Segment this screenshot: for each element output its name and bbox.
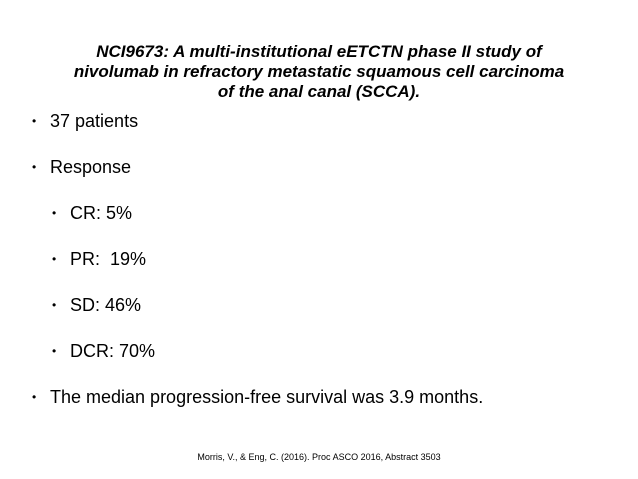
sub-bullet-sd-text: SD: 46% — [70, 293, 141, 317]
title-line-3: of the anal canal (SCCA). — [30, 82, 608, 102]
bullet-icon: • — [52, 293, 70, 317]
bullet-response: • Response — [32, 155, 131, 179]
sub-bullet-pr: • PR: 19% — [52, 247, 146, 271]
sub-bullet-pr-text: PR: 19% — [70, 247, 146, 271]
bullet-pfs: • The median progression-free survival w… — [32, 385, 483, 409]
bullet-icon: • — [32, 109, 50, 133]
sub-bullet-dcr-text: DCR: 70% — [70, 339, 155, 363]
slide-title: NCI9673: A multi-institutional eETCTN ph… — [30, 42, 608, 102]
title-line-2: nivolumab in refractory metastatic squam… — [30, 62, 608, 82]
bullet-icon: • — [52, 201, 70, 225]
bullet-response-text: Response — [50, 155, 131, 179]
sub-bullet-cr-text: CR: 5% — [70, 201, 132, 225]
bullet-patients-text: 37 patients — [50, 109, 138, 133]
sub-bullet-sd: • SD: 46% — [52, 293, 141, 317]
bullet-icon: • — [52, 247, 70, 271]
bullet-patients: • 37 patients — [32, 109, 138, 133]
sub-bullet-dcr: • DCR: 70% — [52, 339, 155, 363]
bullet-icon: • — [32, 385, 50, 409]
bullet-icon: • — [32, 155, 50, 179]
bullet-icon: • — [52, 339, 70, 363]
sub-bullet-cr: • CR: 5% — [52, 201, 132, 225]
bullet-pfs-text: The median progression-free survival was… — [50, 385, 483, 409]
citation: Morris, V., & Eng, C. (2016). Proc ASCO … — [0, 451, 638, 463]
title-line-1: NCI9673: A multi-institutional eETCTN ph… — [30, 42, 608, 62]
